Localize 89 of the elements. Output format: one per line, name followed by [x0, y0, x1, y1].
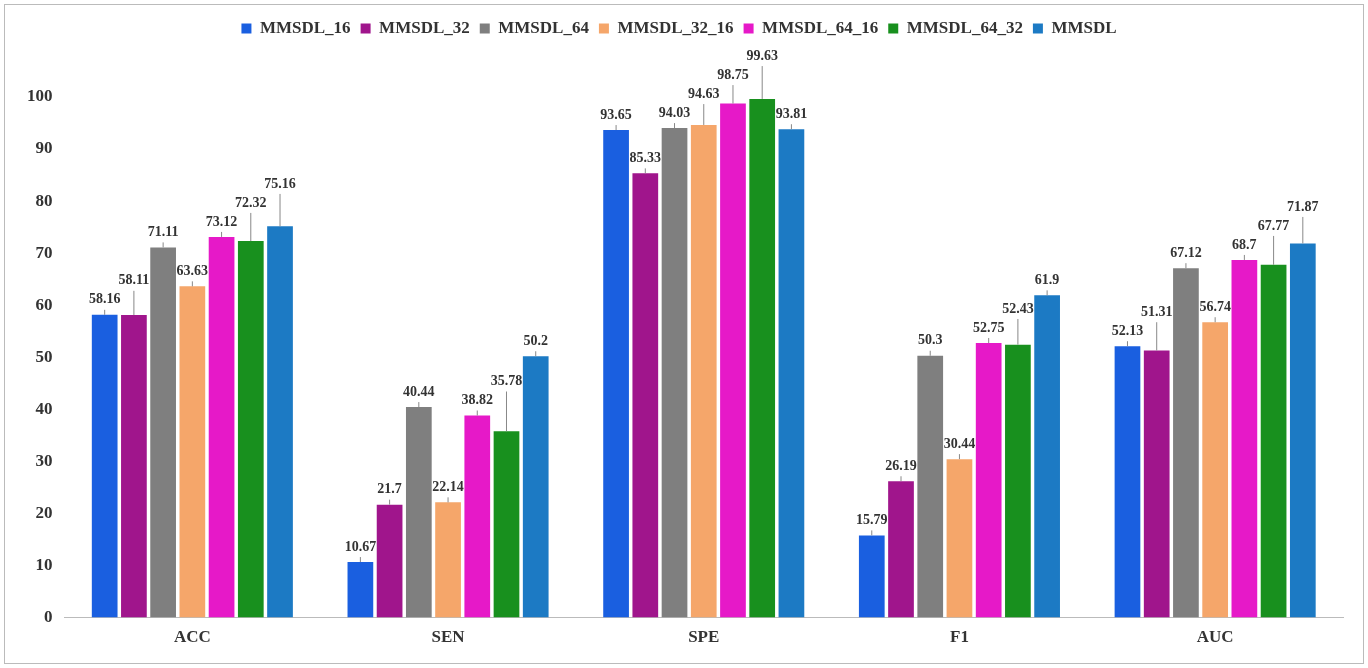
legend-label: MMSDL_16 [259, 17, 351, 37]
data-label: 73.12 [205, 213, 238, 229]
x-tick-label: F1 [950, 627, 969, 647]
bar [435, 502, 461, 618]
bar [720, 103, 746, 618]
y-tick-label: 50 [35, 346, 53, 366]
data-label: 50.2 [523, 332, 548, 348]
x-tick-label: ACC [173, 627, 211, 647]
bar [208, 236, 235, 618]
data-label: 52.75 [972, 319, 1005, 335]
legend-label: MMSDL_32_16 [617, 17, 734, 37]
legend-label: MMSDL_64_32 [906, 17, 1023, 37]
data-label: 63.63 [176, 262, 209, 278]
data-label: 35.78 [490, 373, 523, 389]
bar [179, 286, 206, 618]
y-tick-label: 0 [44, 606, 53, 626]
y-tick-label: 30 [35, 450, 53, 470]
data-label: 93.81 [775, 105, 808, 121]
data-label: 21.7 [377, 481, 402, 497]
bar [690, 124, 717, 618]
bar [917, 355, 944, 618]
bar [778, 129, 805, 618]
y-tick-label: 10 [35, 554, 53, 574]
data-label: 67.77 [1257, 217, 1290, 233]
bar [1143, 350, 1170, 618]
x-tick-label: AUC [1196, 627, 1234, 647]
bar [858, 535, 885, 618]
bar [946, 459, 973, 618]
bar [1231, 259, 1258, 618]
y-tick-label: 70 [35, 242, 53, 262]
data-label: 52.43 [1002, 300, 1034, 316]
data-label: 10.67 [344, 538, 377, 554]
data-label: 99.63 [746, 47, 778, 63]
data-label: 72.32 [235, 194, 267, 210]
data-label: 52.13 [1111, 322, 1144, 338]
data-label: 98.75 [717, 66, 749, 82]
bar [632, 173, 659, 618]
y-tick-label: 90 [35, 138, 53, 158]
bar [376, 504, 403, 618]
data-label: 51.31 [1140, 303, 1173, 319]
y-tick-label: 60 [35, 294, 53, 314]
legend-label: MMSDL_64 [498, 17, 590, 37]
bar [522, 356, 549, 618]
bar [1034, 295, 1060, 618]
bar [1202, 322, 1229, 618]
x-tick-label: SPE [688, 627, 720, 647]
bar [888, 481, 914, 618]
data-label: 71.87 [1287, 198, 1319, 214]
legend-label: MMSDL_32 [379, 17, 470, 37]
data-label: 71.11 [147, 224, 179, 240]
data-label: 22.14 [432, 478, 464, 494]
data-label: 26.19 [885, 457, 917, 473]
bar [603, 130, 629, 618]
legend-label: MMSDL [1051, 17, 1117, 37]
x-tick-label: SEN [431, 627, 466, 647]
legend-label: MMSDL_64_16 [762, 17, 879, 37]
data-label: 58.11 [118, 272, 150, 288]
data-label: 85.33 [629, 149, 662, 165]
y-tick-label: 20 [35, 502, 53, 522]
y-tick-label: 40 [35, 398, 53, 418]
bar [749, 98, 776, 618]
data-label: 30.44 [943, 435, 976, 451]
data-label: 94.63 [688, 85, 720, 101]
data-label: 94.03 [658, 104, 691, 120]
data-label: 67.12 [1170, 244, 1202, 260]
bar [91, 314, 118, 618]
data-label: 40.44 [403, 383, 435, 399]
bar [237, 241, 264, 618]
bar [975, 342, 1002, 618]
data-label: 61.9 [1034, 271, 1060, 287]
bar [1114, 346, 1141, 618]
bar [464, 415, 491, 618]
bar [347, 562, 374, 618]
data-label: 38.82 [461, 392, 494, 408]
bar [1260, 264, 1287, 618]
data-label: 50.3 [917, 332, 943, 348]
data-label: 56.74 [1199, 298, 1231, 314]
y-tick-label: 100 [27, 86, 53, 106]
data-label: 15.79 [856, 512, 888, 528]
data-label: 93.65 [600, 106, 632, 122]
bar [493, 431, 520, 618]
bar [1289, 243, 1316, 618]
bar [267, 226, 293, 618]
bar [121, 315, 147, 618]
data-label: 58.16 [88, 291, 121, 307]
bar [1005, 344, 1031, 618]
data-label: 68.7 [1232, 236, 1257, 252]
data-label: 75.16 [264, 175, 296, 191]
y-tick-label: 80 [35, 190, 53, 210]
